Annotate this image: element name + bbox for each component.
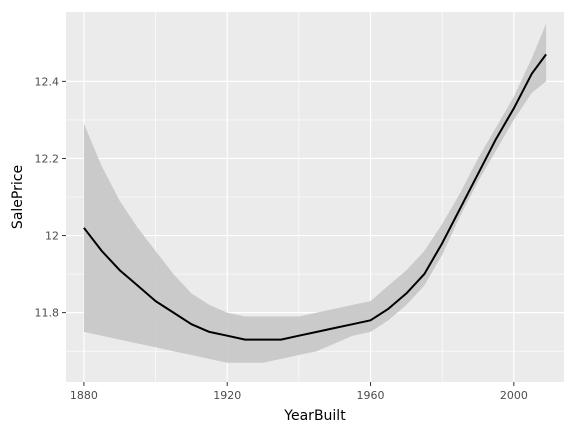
y-axis-ticks: 11.8 12 12.2 12.4	[35, 75, 67, 319]
x-tick-label: 1920	[213, 389, 241, 402]
x-axis-ticks: 1880 1920 1960 2000	[70, 382, 528, 402]
y-tick-label: 12.4	[35, 75, 60, 88]
y-axis-title: SalePrice	[10, 165, 26, 229]
x-tick-label: 1960	[357, 389, 385, 402]
x-axis-title: YearBuilt	[283, 408, 346, 424]
y-tick-label: 12.2	[35, 152, 60, 165]
x-tick-label: 1880	[70, 389, 98, 402]
y-tick-label: 12	[45, 230, 59, 243]
x-tick-label: 2000	[500, 389, 528, 402]
y-tick-label: 11.8	[35, 307, 60, 320]
